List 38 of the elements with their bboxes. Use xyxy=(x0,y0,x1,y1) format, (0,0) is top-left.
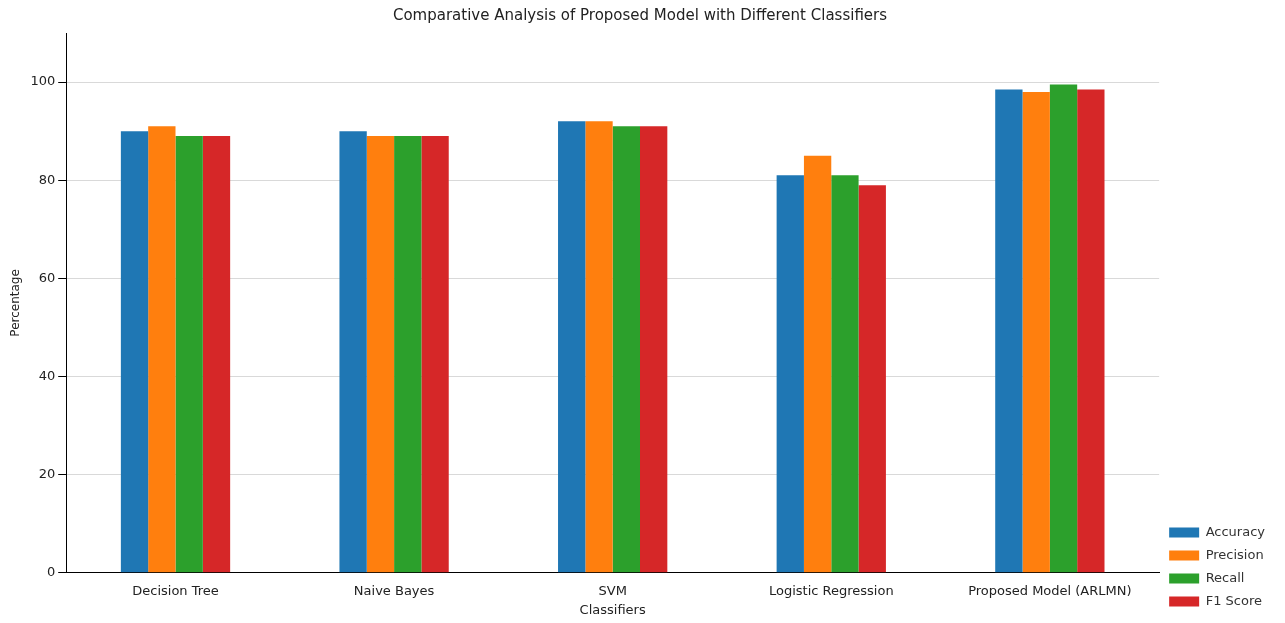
y-tick-label: 20 xyxy=(38,466,56,482)
bar xyxy=(585,121,613,573)
x-tick-label: SVM xyxy=(598,582,627,598)
bar xyxy=(421,136,449,573)
y-tick-label: 0 xyxy=(46,564,56,580)
chart-title: Comparative Analysis of Proposed Model with Different Classifiers xyxy=(392,5,888,24)
x-tick-label: Naive Bayes xyxy=(353,582,435,598)
bar xyxy=(394,136,422,573)
y-tick-label: 40 xyxy=(38,367,56,383)
bar xyxy=(366,136,395,573)
x-tick-label: Proposed Model (ARLMN) xyxy=(968,582,1132,598)
y-tick-label: 100 xyxy=(30,73,56,89)
bar xyxy=(120,131,149,573)
y-axis-title: Percentage xyxy=(8,269,23,337)
bar xyxy=(640,126,668,573)
bar xyxy=(776,175,804,573)
bar xyxy=(1022,91,1050,573)
legend-label: Precision xyxy=(1205,546,1264,562)
y-tick-label: 60 xyxy=(38,269,56,285)
bar xyxy=(831,175,859,573)
bar xyxy=(339,131,367,573)
x-tick-label: Logistic Regression xyxy=(768,582,894,598)
legend-label: F1 Score xyxy=(1205,592,1262,608)
bar xyxy=(202,136,231,573)
bar xyxy=(1049,84,1078,573)
bar xyxy=(148,126,176,573)
x-tick-label: Decision Tree xyxy=(132,582,219,598)
legend-label: Accuracy xyxy=(1205,523,1266,539)
bar xyxy=(803,155,832,573)
bar xyxy=(558,121,586,573)
bar xyxy=(995,89,1023,573)
bar xyxy=(858,185,886,573)
bar xyxy=(1077,89,1105,573)
x-axis-title: Classifiers xyxy=(579,601,646,617)
legend-label: Recall xyxy=(1205,569,1245,585)
y-tick-label: 80 xyxy=(38,171,56,187)
bar xyxy=(612,126,641,573)
bar xyxy=(175,136,203,573)
